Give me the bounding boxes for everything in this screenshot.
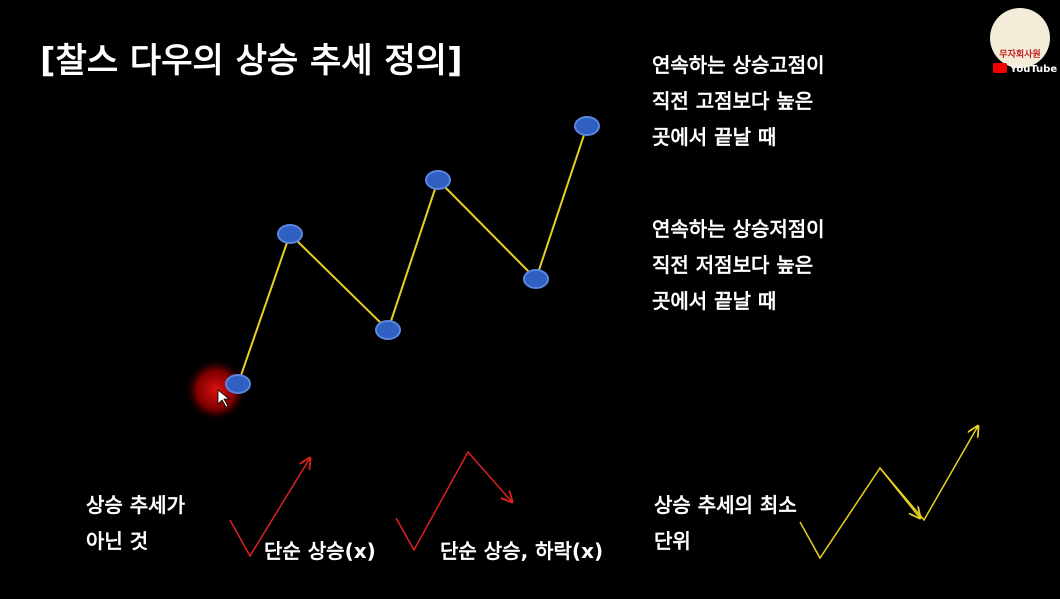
- notes: 연속하는 상승고점이 직전 고점보다 높은 곳에서 끝날 때 연속하는 상승저점…: [652, 53, 825, 313]
- yellow-arrows: [799, 426, 978, 560]
- note-line: 직전 고점보다 높은: [652, 89, 813, 113]
- pivot: [574, 116, 600, 136]
- red-arrows: [229, 450, 512, 558]
- example-label: 단위: [654, 529, 691, 553]
- logo-play: [993, 63, 1007, 73]
- pivot: [277, 224, 303, 244]
- cursor: [217, 389, 231, 408]
- note-line: 직전 저점보다 높은: [652, 253, 813, 277]
- pivot: [425, 170, 451, 190]
- example-label: 단순 상승, 하락(x): [440, 539, 603, 563]
- pivot: [375, 320, 401, 340]
- pivots: [225, 116, 600, 394]
- arrow: [395, 450, 512, 552]
- examples: 상승 추세가 아닌 것 단순 상승(x) 단순 상승, 하락(x) 상승 추세의…: [86, 493, 797, 563]
- example-label: 단순 상승(x): [264, 539, 376, 563]
- logo-platform: YouTube: [1009, 64, 1057, 75]
- trend-line: [237, 125, 588, 385]
- arrow: [229, 458, 310, 558]
- title: [찰스 다우의 상승 추세 정의]: [40, 41, 463, 81]
- note-line: 곳에서 끝날 때: [652, 125, 776, 149]
- logo-circle: [990, 8, 1050, 68]
- example-label: 상승 추세의 최소: [654, 493, 797, 517]
- example-label: 아닌 것: [86, 529, 148, 553]
- pivot: [225, 374, 251, 394]
- note-line: 곳에서 끝날 때: [652, 289, 776, 313]
- note-line: 연속하는 상승고점이: [652, 53, 825, 77]
- pivot: [523, 269, 549, 289]
- logo: 무자회사원 YouTube: [990, 8, 1057, 75]
- note-line: 연속하는 상승저점이: [652, 217, 825, 241]
- arrow: [879, 467, 920, 518]
- logo-name: 무자회사원: [999, 48, 1040, 60]
- cursor-glow: [184, 358, 248, 422]
- example-label: 상승 추세가: [86, 493, 186, 517]
